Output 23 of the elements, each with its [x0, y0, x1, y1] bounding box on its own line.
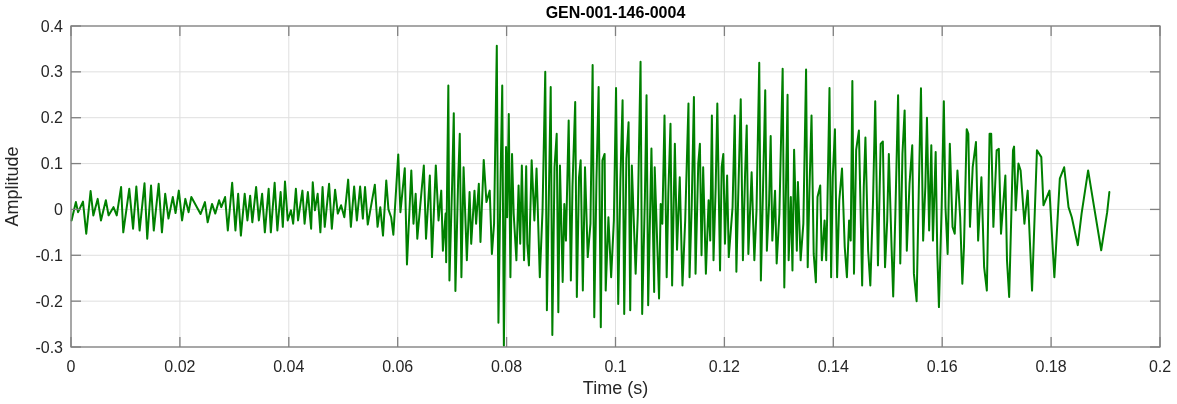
y-tick-label: -0.2: [35, 292, 64, 310]
x-tick-label: 0.18: [1035, 358, 1067, 375]
chart-title: GEN-001-146-0004: [545, 4, 686, 21]
y-tick-label: 0.1: [40, 155, 64, 173]
y-tick-label: -0.3: [35, 338, 64, 356]
y-axis-title: Amplitude: [2, 146, 22, 227]
x-tick-label: 0.04: [273, 358, 305, 375]
y-tick-label: 0.3: [40, 63, 64, 81]
y-tick-label: 0.2: [40, 109, 64, 127]
y-tick-label: -0.1: [35, 246, 64, 264]
x-tick-label: 0.06: [382, 358, 414, 375]
x-tick-label: 0.02: [164, 358, 196, 375]
x-tick-label: 0.14: [817, 358, 849, 375]
y-tick-label: 0.4: [40, 17, 64, 35]
x-tick-label: 0.16: [926, 358, 958, 375]
x-tick-label: 0.2: [1148, 358, 1172, 375]
x-tick-label: 0.08: [491, 358, 523, 375]
x-tick-label: 0.1: [604, 358, 627, 375]
y-tick-label: 0: [54, 201, 64, 219]
x-tick-label: 0.12: [708, 358, 741, 375]
x-tick-label: 0: [66, 358, 76, 375]
x-axis-title: Time (s): [582, 378, 649, 398]
line-series: [70, 44, 1111, 347]
